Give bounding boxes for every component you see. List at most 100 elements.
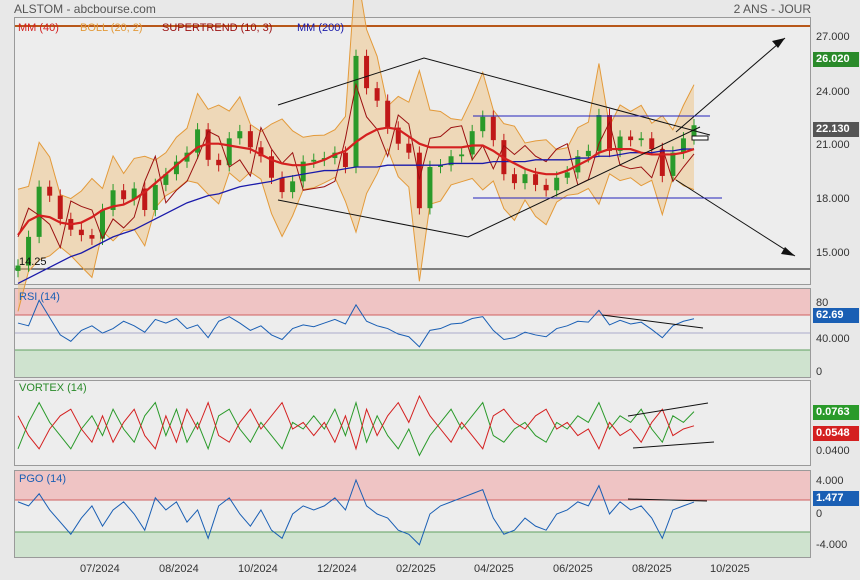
vortex-line-1 bbox=[17, 394, 695, 451]
candle bbox=[131, 188, 137, 200]
candle bbox=[36, 186, 42, 237]
x-tick: 08/2025 bbox=[632, 563, 672, 575]
vortex-line-0 bbox=[17, 400, 695, 457]
candle bbox=[649, 138, 655, 150]
candle bbox=[385, 100, 391, 128]
pgo-tick: 4.000 bbox=[816, 475, 844, 487]
candle bbox=[522, 174, 528, 184]
trendline-annotations bbox=[277, 37, 796, 502]
candle bbox=[89, 235, 95, 239]
candle bbox=[311, 159, 317, 162]
candle bbox=[533, 174, 539, 185]
candle bbox=[543, 184, 549, 191]
candle bbox=[659, 149, 665, 176]
candle bbox=[152, 184, 158, 210]
pgo-value-badge: 1.477 bbox=[813, 491, 859, 506]
x-tick: 08/2024 bbox=[159, 563, 199, 575]
x-tick: 04/2025 bbox=[474, 563, 514, 575]
candle bbox=[290, 181, 296, 193]
candle bbox=[691, 125, 697, 139]
candle bbox=[438, 165, 443, 167]
rsi-value-badge: 62.69 bbox=[813, 308, 859, 323]
candle bbox=[585, 150, 591, 157]
candle bbox=[448, 156, 454, 166]
candle bbox=[427, 167, 433, 209]
candle bbox=[628, 136, 634, 141]
y-tick: 24.000 bbox=[816, 86, 850, 98]
rsi-line bbox=[17, 299, 695, 348]
candle bbox=[564, 172, 570, 178]
candle bbox=[469, 131, 475, 155]
arrow-up-line bbox=[675, 37, 786, 133]
bollinger-upper bbox=[17, 0, 695, 200]
candle bbox=[142, 188, 148, 210]
candle bbox=[78, 229, 84, 236]
candle bbox=[374, 88, 380, 101]
candle bbox=[680, 138, 686, 153]
candle bbox=[395, 127, 401, 144]
lower-broadening-line bbox=[277, 126, 701, 238]
candle bbox=[342, 152, 348, 167]
candle bbox=[195, 129, 201, 153]
candle bbox=[279, 177, 285, 193]
candle bbox=[554, 177, 560, 191]
candle bbox=[596, 115, 602, 151]
vortex-plus-badge: 0.0763 bbox=[813, 405, 859, 420]
candle bbox=[490, 116, 496, 141]
arrow-down-line bbox=[675, 179, 796, 257]
chart-period: 2 ANS - JOUR bbox=[733, 2, 811, 16]
vortex-minus-badge: 0.0548 bbox=[813, 426, 859, 441]
candle bbox=[353, 55, 359, 167]
candle bbox=[638, 138, 644, 141]
candle bbox=[406, 143, 412, 153]
upper-broadening-line bbox=[277, 57, 711, 136]
last-price-badge: 22.130 bbox=[813, 122, 859, 137]
candle bbox=[258, 147, 264, 157]
candle bbox=[121, 190, 127, 200]
candle bbox=[47, 186, 53, 196]
vortex-panel bbox=[14, 380, 811, 466]
candle bbox=[216, 159, 222, 166]
candle bbox=[26, 236, 32, 266]
candle bbox=[110, 190, 116, 210]
legend-boll: BOLL (20, 2) bbox=[80, 22, 143, 34]
x-tick: 10/2024 bbox=[238, 563, 278, 575]
bollinger-lower bbox=[17, 147, 695, 312]
candle bbox=[607, 115, 612, 151]
pgo-line bbox=[17, 478, 695, 546]
pgo-tick: -4.000 bbox=[816, 539, 848, 551]
rsi-tick: 40.000 bbox=[816, 333, 850, 345]
rsi-label: RSI (14) bbox=[19, 291, 60, 303]
candle bbox=[57, 195, 63, 219]
candle bbox=[416, 152, 422, 209]
candle bbox=[300, 161, 306, 182]
y-tick: 15.000 bbox=[816, 247, 850, 259]
y-tick: 27.000 bbox=[816, 31, 850, 43]
y-tick: 21.000 bbox=[816, 139, 850, 151]
arrow-down-head bbox=[781, 247, 795, 256]
chart-title: ALSTOM - abcbourse.com bbox=[14, 2, 156, 16]
mm40-line bbox=[17, 126, 695, 236]
x-tick: 12/2024 bbox=[317, 563, 357, 575]
rsi-tick: 0 bbox=[816, 366, 823, 378]
legend-supertrend: SUPERTREND (10, 3) bbox=[162, 22, 273, 34]
rsi-tick: 80 bbox=[816, 297, 829, 309]
arrow-up-head bbox=[772, 38, 785, 48]
candle bbox=[100, 210, 105, 239]
candle bbox=[617, 136, 623, 151]
x-tick: 07/2024 bbox=[80, 563, 120, 575]
candle bbox=[237, 131, 243, 139]
candle bbox=[226, 138, 232, 166]
vortex-tick: 0.0400 bbox=[816, 445, 850, 457]
legend-mm40: MM (40) bbox=[18, 22, 59, 34]
candle bbox=[364, 55, 370, 89]
indicator-lines bbox=[17, 299, 695, 546]
candle bbox=[511, 174, 517, 184]
mm200-line bbox=[17, 148, 694, 285]
candle bbox=[247, 131, 253, 148]
candle bbox=[163, 174, 169, 185]
legend-mm200: MM (200) bbox=[297, 22, 345, 34]
candle bbox=[459, 154, 465, 157]
pgo-label: PGO (14) bbox=[19, 473, 67, 485]
